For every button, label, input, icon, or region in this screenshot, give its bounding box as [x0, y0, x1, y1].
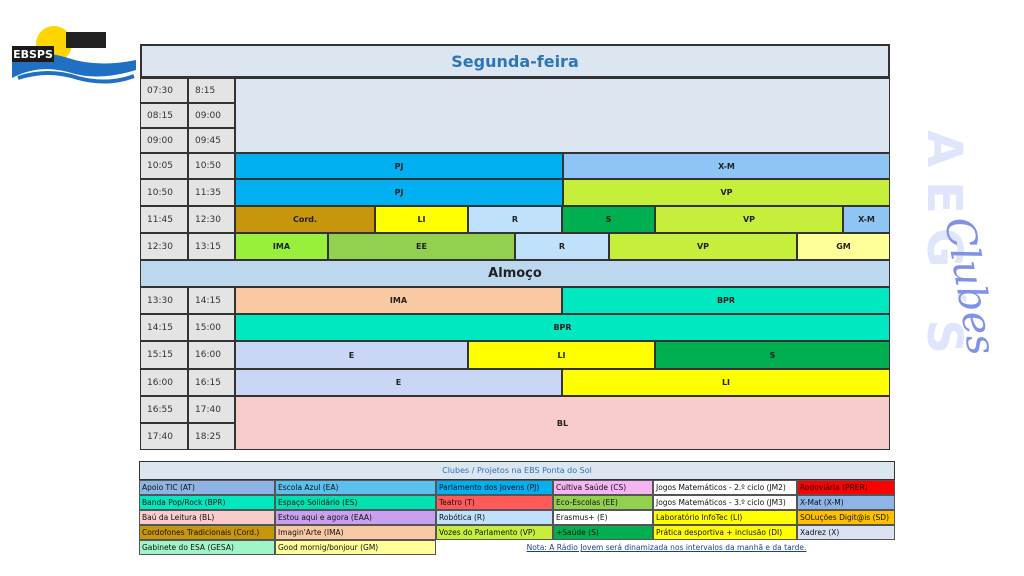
time-end: 17:40	[188, 396, 235, 423]
club-block: R	[515, 233, 609, 260]
club-block: EE	[328, 233, 515, 260]
club-block: BL	[235, 396, 890, 450]
legend-item: Rodoviária (PRER)	[797, 480, 895, 495]
legend-item: Erasmus+ (E)	[553, 510, 653, 525]
club-block: S	[562, 206, 655, 233]
time-end: 18:25	[188, 423, 235, 450]
legend-item: Estou aqui e agora (EAA)	[275, 510, 436, 525]
legend-item: Teatro (T)	[436, 495, 553, 510]
day-header: Segunda-feira	[140, 44, 890, 78]
legend-note: Nota: A Rádio Jovem será dinamizada nos …	[526, 543, 807, 552]
legend-item: Cultiva Saúde (CS)	[553, 480, 653, 495]
legend-item: Gabinete do ESA (GESA)	[139, 540, 275, 555]
legend-item: Espaço Solidário (ES)	[275, 495, 436, 510]
legend-item: Jogos Matemáticos - 2.º ciclo (JM2)	[653, 480, 797, 495]
time-end: 13:15	[188, 233, 235, 260]
empty-block	[235, 78, 890, 153]
time-start: 09:00	[140, 128, 188, 153]
club-block: GM	[797, 233, 890, 260]
time-start: 07:30	[140, 78, 188, 103]
time-start: 11:45	[140, 206, 188, 233]
time-end: 8:15	[188, 78, 235, 103]
club-block: LI	[468, 341, 655, 369]
legend-item: Good mornig/bonjour (GM)	[275, 540, 436, 555]
legend-item: Escola Azul (EA)	[275, 480, 436, 495]
club-block: VP	[655, 206, 843, 233]
legend-item: SOLuções Digit@is (SD)	[797, 510, 895, 525]
time-end: 10:50	[188, 153, 235, 179]
time-start: 10:50	[140, 179, 188, 206]
logo: EBSPS	[12, 26, 136, 84]
club-block: X-M	[563, 153, 890, 179]
legend-item: Baú da Leitura (BL)	[139, 510, 275, 525]
time-end: 11:35	[188, 179, 235, 206]
time-start: 15:15	[140, 341, 188, 369]
club-block: PJ	[235, 179, 563, 206]
club-block: E	[235, 341, 468, 369]
legend-item: X-Mat (X-M)	[797, 495, 895, 510]
time-start: 08:15	[140, 103, 188, 128]
legend-item: Robótica (R)	[436, 510, 553, 525]
club-block: IMA	[235, 287, 562, 314]
club-block: R	[468, 206, 562, 233]
legend-item: Banda Pop/Rock (BPR)	[139, 495, 275, 510]
time-start: 16:55	[140, 396, 188, 423]
legend-item: Eco-Escolas (EE)	[553, 495, 653, 510]
legend-item: Laboratório InfoTec (LI)	[653, 510, 797, 525]
legend-item: Cordofones Tradicionais (Cord.)	[139, 525, 275, 540]
club-block: IMA	[235, 233, 328, 260]
time-start: 10:05	[140, 153, 188, 179]
club-block: LI	[562, 369, 890, 396]
club-block: X-M	[843, 206, 890, 233]
time-end: 12:30	[188, 206, 235, 233]
time-start: 14:15	[140, 314, 188, 341]
club-block: VP	[609, 233, 797, 260]
time-start: 13:30	[140, 287, 188, 314]
side-letters: AEG´S	[916, 130, 972, 368]
time-end: 14:15	[188, 287, 235, 314]
legend-item: Apoio TIC (AT)	[139, 480, 275, 495]
club-block: VP	[563, 179, 890, 206]
club-block: BPR	[562, 287, 890, 314]
club-block: S	[655, 341, 890, 369]
legend-title: Clubes / Projetos na EBS Ponta do Sol	[139, 461, 895, 480]
club-block: Cord.	[235, 206, 375, 233]
side-title: AEG´S Clubes	[916, 130, 1005, 368]
time-end: 09:45	[188, 128, 235, 153]
time-end: 16:15	[188, 369, 235, 396]
legend-item: Xadrez (X)	[797, 525, 895, 540]
club-block: E	[235, 369, 562, 396]
time-start: 12:30	[140, 233, 188, 260]
club-block: LI	[375, 206, 468, 233]
lunch-row: Almoço	[140, 260, 890, 287]
time-start: 16:00	[140, 369, 188, 396]
logo-text: EBSPS	[13, 48, 53, 61]
legend-item: +Saúde (S)	[553, 525, 653, 540]
club-block: BPR	[235, 314, 890, 341]
legend-item: Vozes do Parlamento (VP)	[436, 525, 553, 540]
legend-item: Prática desportiva + inclusão (DI)	[653, 525, 797, 540]
legend-item: Parlamento dos Jovens (PJ)	[436, 480, 553, 495]
legend-item: Imagin'Arte (IMA)	[275, 525, 436, 540]
time-end: 15:00	[188, 314, 235, 341]
legend-item: Jogos Matemáticos - 3.º ciclo (JM3)	[653, 495, 797, 510]
club-block: PJ	[235, 153, 563, 179]
time-end: 09:00	[188, 103, 235, 128]
time-start: 17:40	[140, 423, 188, 450]
time-end: 16:00	[188, 341, 235, 369]
